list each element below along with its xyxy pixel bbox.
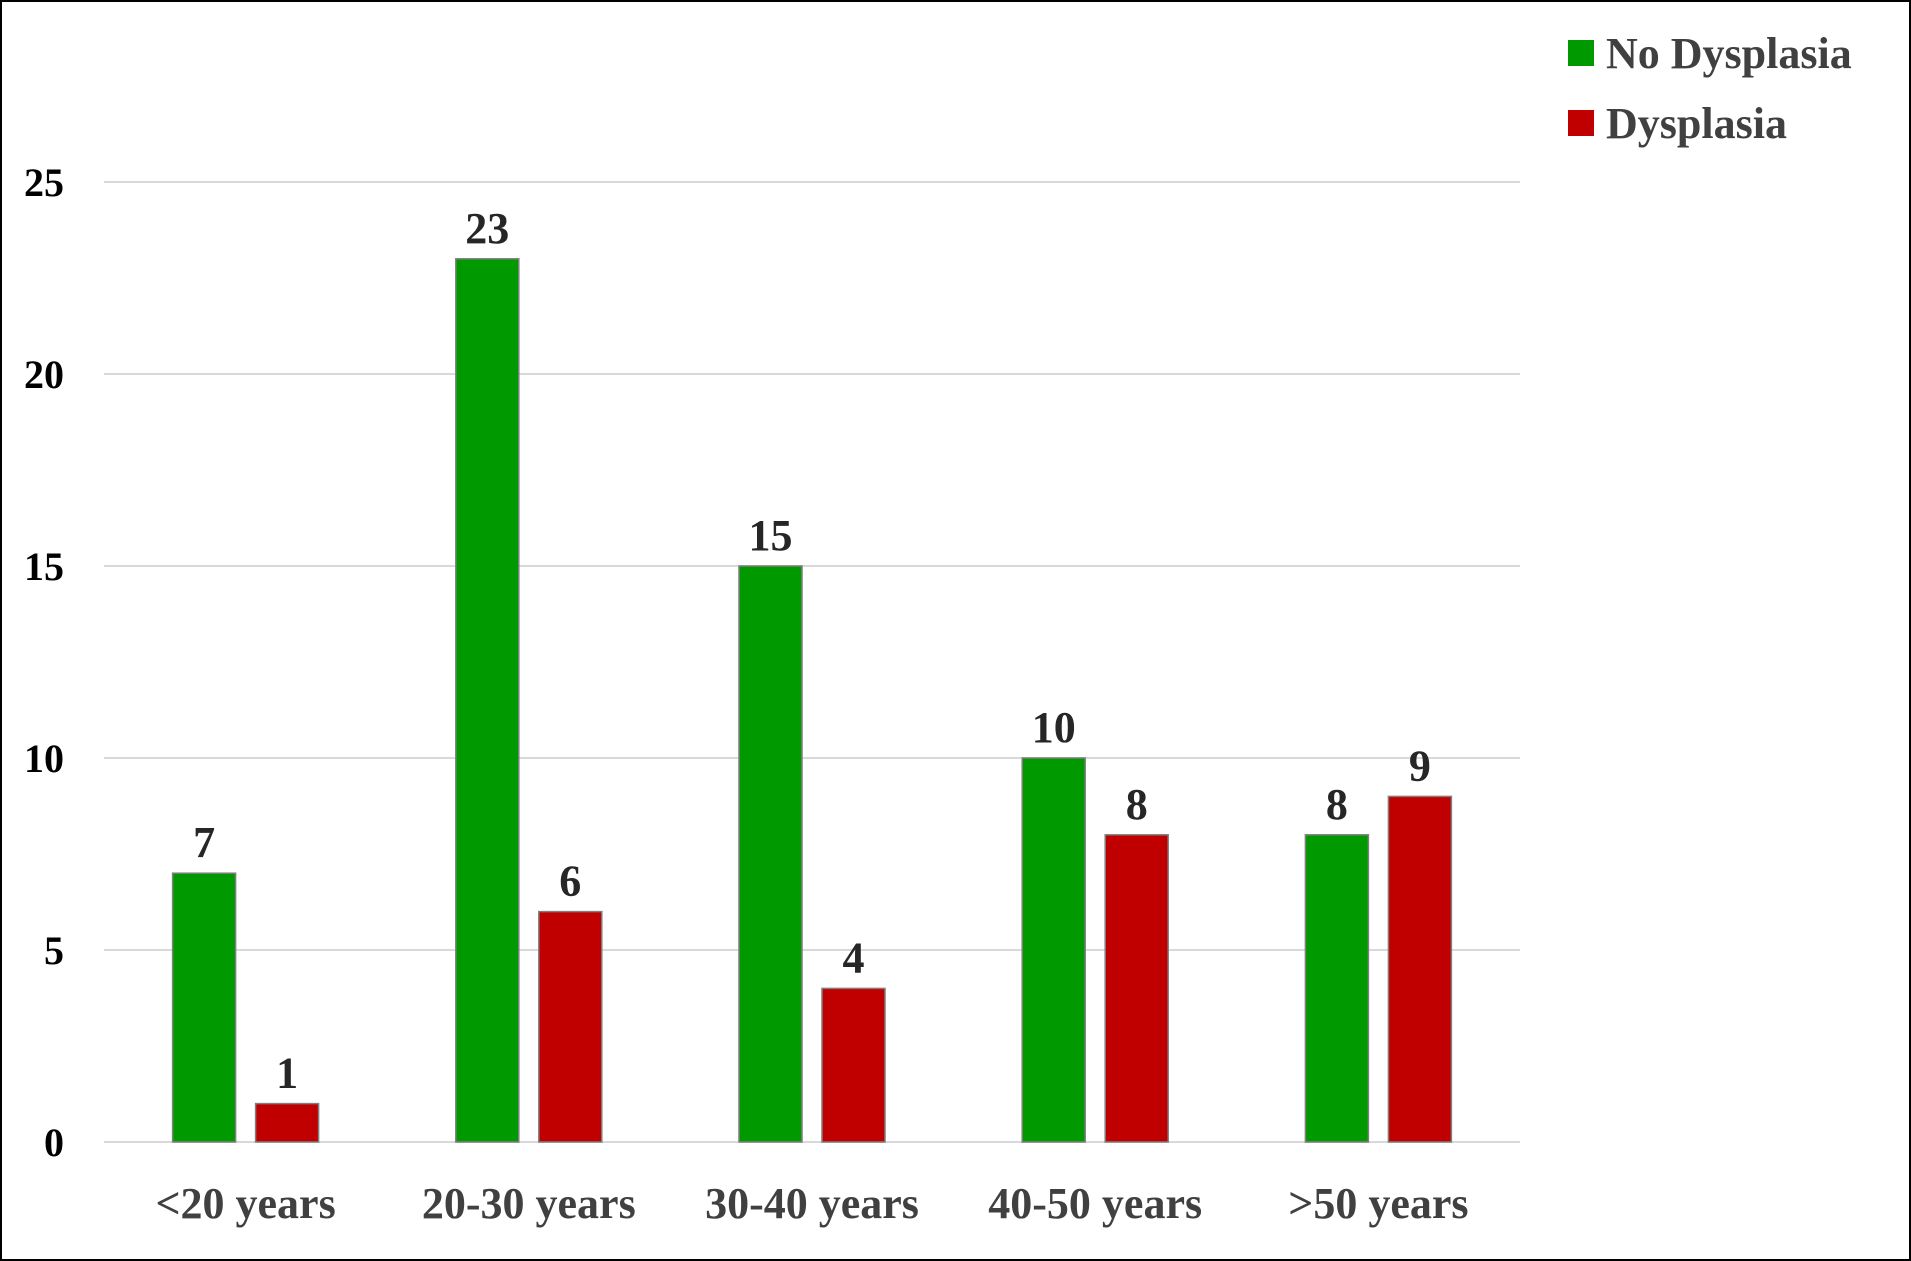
bar-dysplasia: [254, 1102, 320, 1143]
legend: No Dysplasia Dysplasia: [1568, 29, 1852, 148]
x-category-label: 30-40 years: [705, 1179, 919, 1228]
data-label: 7: [193, 818, 215, 867]
legend-swatch: [1568, 40, 1594, 66]
y-axis-ticks: 0 5 10 15 20 25: [24, 160, 64, 1165]
data-label: 10: [1032, 703, 1076, 752]
x-category-label: >50 years: [1288, 1179, 1468, 1228]
y-tick-label: 25: [24, 160, 64, 205]
x-category-label: 20-30 years: [422, 1179, 636, 1228]
data-label: 23: [465, 204, 509, 253]
data-label: 4: [843, 933, 865, 982]
y-tick-label: 15: [24, 544, 64, 589]
x-axis-categories: <20 years 20-30 years 30-40 years 40-50 yea…: [155, 1179, 1468, 1228]
data-label: 15: [749, 511, 793, 560]
y-tick-label: 0: [44, 1120, 64, 1165]
data-label: 9: [1409, 741, 1431, 790]
y-tick-label: 10: [24, 736, 64, 781]
y-tick-label: 5: [44, 928, 64, 973]
bar-no-dysplasia: [1304, 834, 1370, 1143]
bar-no-dysplasia: [738, 565, 803, 1143]
data-label: 8: [1126, 780, 1148, 829]
x-category-label: <20 years: [155, 1179, 335, 1228]
bar-dysplasia: [1104, 834, 1169, 1143]
bar-dysplasia: [1387, 795, 1453, 1143]
legend-swatch: [1568, 110, 1594, 136]
gridlines: [104, 181, 1520, 1143]
bar-no-dysplasia: [455, 258, 520, 1143]
legend-label: Dysplasia: [1606, 99, 1787, 148]
bar-no-dysplasia: [171, 872, 237, 1143]
bars: [171, 258, 1453, 1143]
data-label: 1: [276, 1049, 298, 1098]
data-label: 8: [1326, 780, 1348, 829]
data-labels: 7 1 23 6 15 4 10 8 8 9: [193, 204, 1431, 1098]
legend-label: No Dysplasia: [1606, 29, 1852, 78]
y-tick-label: 20: [24, 352, 64, 397]
x-category-label: 40-50 years: [988, 1179, 1202, 1228]
data-label: 6: [559, 857, 581, 906]
bar-no-dysplasia: [1021, 757, 1086, 1143]
bar-dysplasia: [538, 910, 603, 1143]
bar-dysplasia: [821, 987, 886, 1143]
